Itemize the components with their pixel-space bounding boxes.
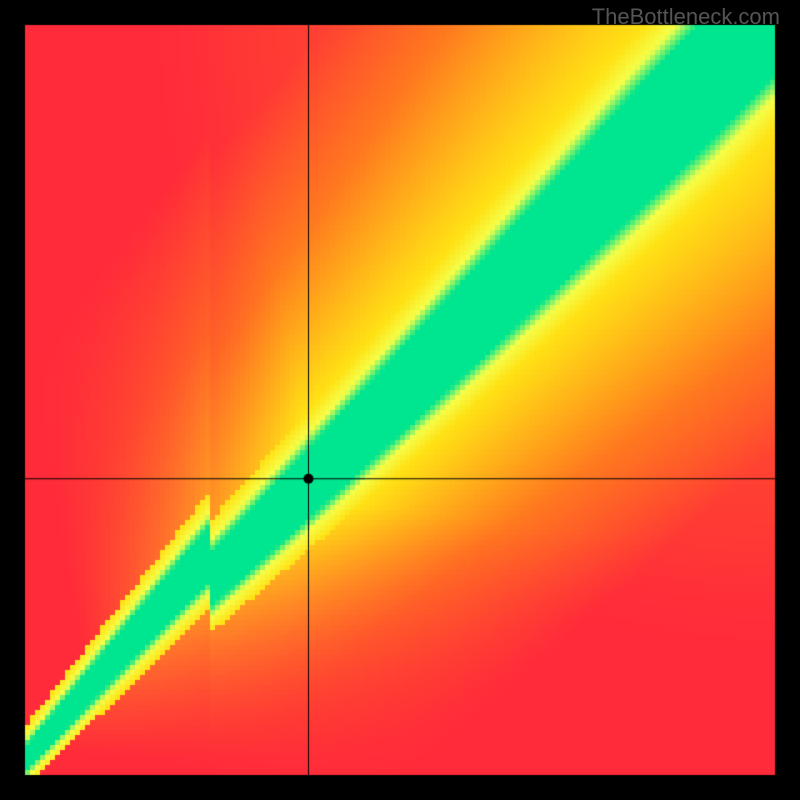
chart-container: TheBottleneck.com	[0, 0, 800, 800]
heatmap-canvas	[0, 0, 800, 800]
watermark-text: TheBottleneck.com	[592, 4, 780, 30]
